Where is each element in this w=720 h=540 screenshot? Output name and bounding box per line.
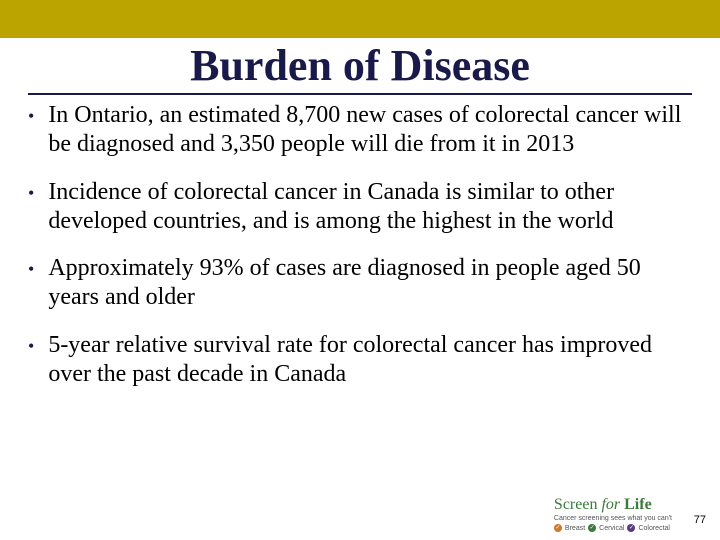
- logo-type-breast: Breast: [565, 525, 585, 532]
- bullet-item: • Incidence of colorectal cancer in Cana…: [28, 178, 692, 237]
- logo-types: ✓ Breast ✓ Cervical ✓ Colorectal: [554, 524, 672, 532]
- bullet-text: 5-year relative survival rate for colore…: [48, 331, 692, 390]
- bullet-text: Approximately 93% of cases are diagnosed…: [48, 254, 692, 313]
- bullet-dot-icon: •: [28, 336, 34, 358]
- bullet-item: • 5-year relative survival rate for colo…: [28, 331, 692, 390]
- top-accent-bar: [0, 0, 720, 38]
- bullet-dot-icon: •: [28, 259, 34, 281]
- bullet-item: • In Ontario, an estimated 8,700 new cas…: [28, 101, 692, 160]
- slide-title: Burden of Disease: [28, 40, 692, 95]
- logo-main: Screen for Life: [554, 497, 672, 513]
- check-icon: ✓: [627, 524, 635, 532]
- check-icon: ✓: [554, 524, 562, 532]
- logo-word-life: Life: [624, 496, 652, 513]
- logo-type-cervical: Cervical: [599, 525, 624, 532]
- logo-word-screen: Screen: [554, 496, 598, 513]
- bullet-dot-icon: •: [28, 183, 34, 205]
- bullet-text: In Ontario, an estimated 8,700 new cases…: [48, 101, 692, 160]
- check-icon: ✓: [588, 524, 596, 532]
- bullet-text: Incidence of colorectal cancer in Canada…: [48, 178, 692, 237]
- bullet-dot-icon: •: [28, 106, 34, 128]
- bullet-item: • Approximately 93% of cases are diagnos…: [28, 254, 692, 313]
- logo-tagline: Cancer screening sees what you can't: [554, 515, 672, 522]
- page-number: 77: [694, 514, 706, 526]
- slide-content: • In Ontario, an estimated 8,700 new cas…: [0, 95, 720, 389]
- footer-logo: Screen for Life Cancer screening sees wh…: [554, 497, 672, 532]
- logo-type-colorectal: Colorectal: [638, 525, 670, 532]
- logo-word-for: for: [601, 496, 620, 513]
